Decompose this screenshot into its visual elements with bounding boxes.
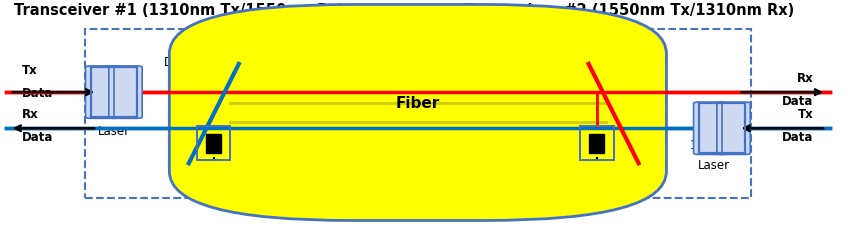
Text: Data: Data [23,131,54,144]
Text: 1310nm: 1310nm [89,105,138,118]
Text: Optical Receiver: Optical Receiver [233,162,329,175]
Text: Laser: Laser [98,125,130,138]
Text: Optical Receiver: Optical Receiver [497,162,594,175]
FancyBboxPatch shape [694,102,727,154]
Text: Fiber: Fiber [395,96,440,111]
Text: Tx: Tx [798,108,813,121]
FancyBboxPatch shape [717,102,750,154]
Text: Data: Data [23,87,54,100]
FancyBboxPatch shape [206,134,221,153]
Text: Laser: Laser [698,159,730,172]
Text: Diplexer: Diplexer [577,56,625,69]
Text: Tx: Tx [23,64,38,77]
Text: Transceiver #2 (1550nm Tx/1310nm Rx): Transceiver #2 (1550nm Tx/1310nm Rx) [464,3,794,18]
FancyBboxPatch shape [590,134,604,153]
Text: Transceiver #1 (1310nm Tx/1550nm Rx): Transceiver #1 (1310nm Tx/1550nm Rx) [14,3,344,18]
FancyBboxPatch shape [109,66,142,118]
Text: Rx: Rx [797,72,813,85]
Text: Rx: Rx [23,108,39,121]
FancyBboxPatch shape [86,66,119,118]
FancyBboxPatch shape [169,4,667,221]
Text: Data: Data [782,95,813,108]
Text: Data: Data [782,131,813,144]
Text: 1550nm: 1550nm [689,139,738,152]
Text: Diplexer: Diplexer [164,56,213,69]
